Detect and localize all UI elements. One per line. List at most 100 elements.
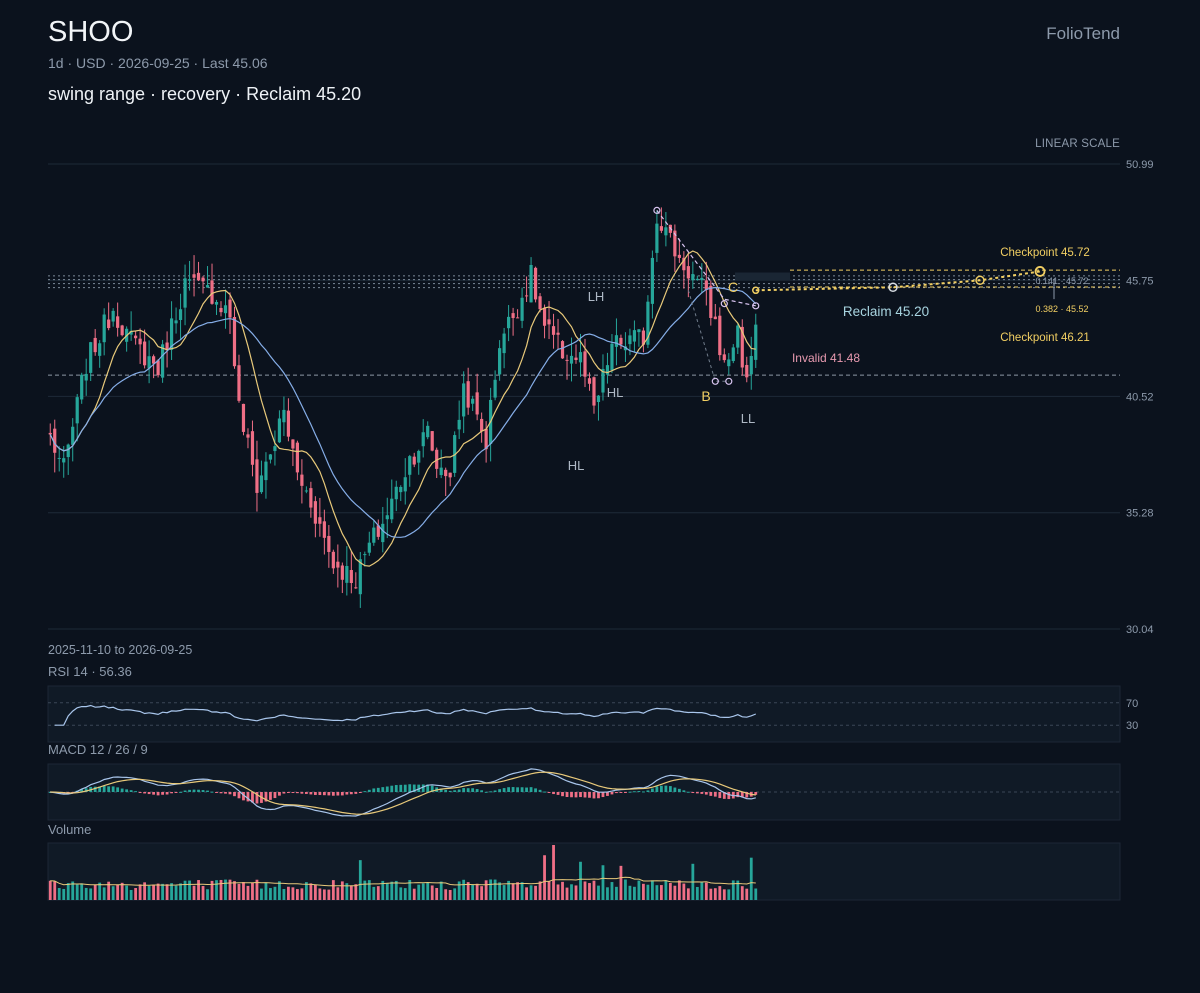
macd-hist-bar [610,792,614,795]
macd-hist-bar [152,792,156,795]
y-tick-label: 30.04 [1126,624,1154,636]
candle-body [291,439,295,449]
candle-body [556,332,560,335]
setup-summary: swing range · recovery · Reclaim 45.20 [48,84,362,104]
macd-hist-bar [363,791,367,793]
header-meta: 1d · USD · 2026-09-25 · Last 45.06 [48,55,268,71]
candle-body [610,343,614,371]
macd-hist-bar [498,789,502,792]
macd-hist-bar [655,786,659,792]
volume-bar [349,885,353,900]
macd-hist-bar [471,788,475,792]
candle-body [524,295,529,297]
macd-hist-bar [511,787,515,792]
macd-hist-bar [183,790,187,792]
candles [48,207,758,608]
volume-bar [408,880,412,900]
volume-bar [412,888,416,900]
macd-hist-bar [583,792,587,798]
volume-bar [318,888,322,900]
macd-hist-bar [597,792,600,799]
candle-body [282,409,286,423]
candle-body [731,347,735,362]
candle-body [480,418,484,432]
candle-body [268,454,273,460]
volume-bar [201,885,205,900]
volume-bar [143,882,147,900]
wave-label-b: B [701,388,710,404]
volume-bar [713,888,717,900]
candle-body [358,559,362,595]
macd-hist-bar [313,792,317,795]
volume-bar [736,880,740,900]
candle-body [498,348,502,375]
macd-hist-bar [538,789,542,792]
macd-hist-bar [453,790,457,792]
moving-averages [49,250,757,567]
volume-bar [525,887,528,900]
scale-label[interactable]: LINEAR SCALE [1035,138,1120,150]
volume-bar [48,880,52,900]
macd-hist-bar [606,792,609,796]
candle-body [178,309,183,320]
volume-bar [453,888,457,900]
volume-bar [84,887,88,900]
volume-bar [552,845,555,900]
macd-hist-bar [502,788,506,792]
volume-bar [588,883,591,900]
candle-body [646,301,650,345]
candle-body [116,316,120,328]
macd-hist-bar [282,792,286,794]
macd-hist-bar [322,792,326,796]
date-range: 2025-11-10 to 2026-09-25 [48,643,193,657]
ticker-title: SHOO [48,16,134,48]
volume-bar [197,880,200,900]
candle-body [354,587,358,589]
macd-hist-bar [287,792,290,793]
macd-hist-bar [633,791,636,793]
candle-body [53,428,57,453]
volume-bar [642,883,645,900]
volume-bar [53,881,57,900]
candle-body [62,458,66,463]
macd-hist-bar [228,792,232,795]
candle-body [385,515,389,520]
candle-body [376,525,380,537]
volume-bar [722,889,726,900]
macd-hist-bar [134,791,138,793]
projection-box [735,272,790,281]
currency: USD [76,55,106,71]
candle-body [471,398,475,404]
macd-hist-bar [147,792,151,795]
macd-hist-bar [570,792,573,798]
candle-body [57,457,61,459]
macd-hist-bar [399,784,403,792]
volume-bar [295,889,299,900]
macd-signal-line [50,771,756,815]
candle-body [80,374,84,400]
pivot-marker [752,302,760,310]
volume-bar [129,889,133,900]
candle-body [574,357,578,361]
volume-bar [372,886,376,900]
volume-bar [430,885,434,900]
volume-bar [749,857,753,900]
candle-body [318,517,322,524]
candle-body [160,344,165,378]
volume-bar [322,889,326,900]
volume-bar [188,880,191,900]
macd-hist-bar [421,784,425,792]
macd-hist-bar [448,790,452,792]
volume-bar [484,880,488,900]
macd-hist-bar [673,787,677,792]
macd-hist-bar [210,791,214,793]
macd-hist-bar [93,786,97,792]
candle-body [304,490,308,492]
macd-hist-bar [462,788,466,792]
volume-bar [233,881,236,900]
volume-bar [565,887,569,900]
volume-bar [403,888,407,900]
candle-body [48,432,52,435]
rsi-panel: 70 30 [47,685,1138,743]
